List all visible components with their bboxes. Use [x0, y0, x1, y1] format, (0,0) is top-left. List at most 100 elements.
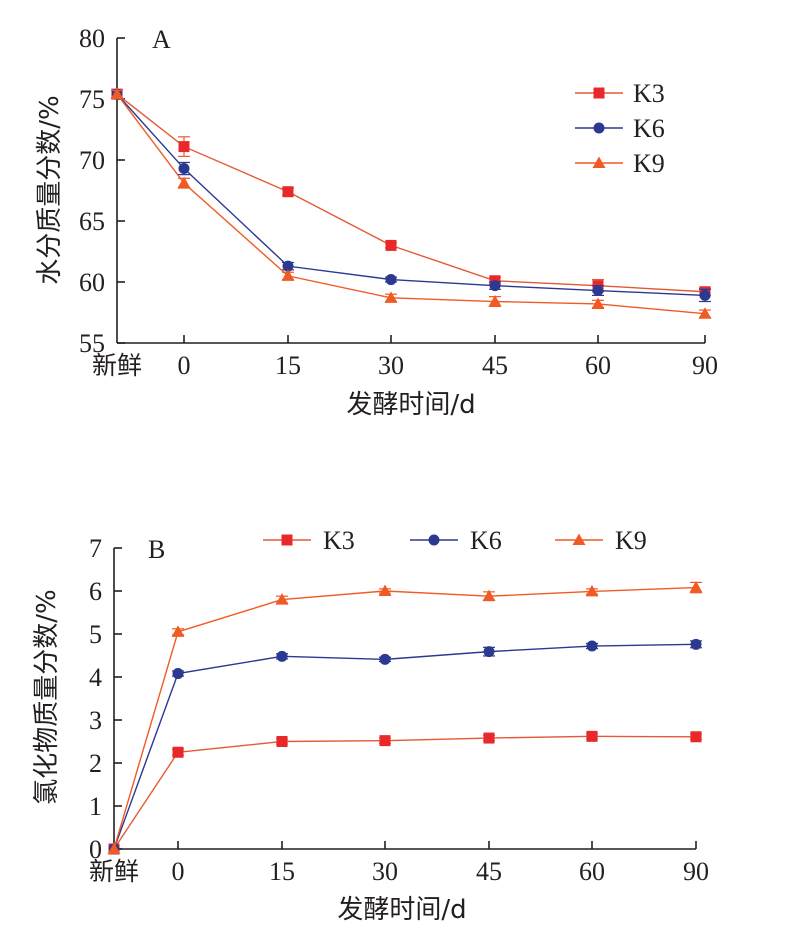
data-point [591, 297, 605, 309]
series-k6 [111, 88, 711, 303]
y-tick-label: 65 [79, 207, 105, 236]
data-point [483, 646, 495, 658]
y-tick-label: 80 [79, 24, 105, 53]
legend-item-k3: K3 [575, 79, 665, 108]
data-point [178, 141, 190, 153]
legend-item-k3: K3 [263, 526, 355, 555]
series-line [116, 93, 706, 293]
data-point [379, 735, 391, 747]
legend-marker [281, 534, 293, 546]
series-k9 [107, 581, 703, 854]
y-tick-label: 6 [89, 577, 102, 606]
series-line [113, 586, 697, 850]
x-tick-label: 0 [172, 857, 185, 886]
panel-a: 55 60 65 70 75 80 新鲜 0 15 30 45 60 90 发酵时间/d 水分质量分数/% A… [35, 24, 718, 420]
data-point [483, 732, 495, 744]
legend-label: K6 [633, 114, 665, 143]
data-point [282, 260, 294, 272]
data-point [586, 730, 598, 742]
panel-label: A [152, 25, 171, 54]
x-tick-label: 45 [482, 351, 508, 380]
data-point [107, 842, 121, 854]
legend-marker [593, 122, 605, 134]
data-point [489, 280, 501, 292]
data-point [585, 584, 599, 597]
x-tick-label: 新鲜 [89, 857, 139, 886]
x-tick-label: 60 [585, 351, 611, 380]
data-point [384, 291, 398, 303]
y-tick-label: 1 [89, 792, 102, 821]
legend-marker [572, 533, 586, 545]
y-tick-label: 60 [79, 268, 105, 297]
data-point [276, 650, 288, 662]
legend: K3 K6 K9 [575, 79, 665, 178]
x-tick-label: 90 [692, 351, 718, 380]
x-tick-label: 30 [378, 351, 404, 380]
legend-label: K9 [633, 149, 665, 178]
legend-item-k6: K6 [410, 526, 502, 555]
legend-marker [428, 534, 440, 546]
legend-item-k9: K9 [575, 149, 665, 178]
data-point [282, 186, 294, 198]
data-point [698, 307, 712, 319]
x-tick-label: 0 [178, 351, 191, 380]
series-line [113, 643, 697, 850]
data-point [171, 625, 185, 637]
y-tick-label: 0 [89, 835, 102, 864]
data-point [592, 285, 604, 297]
data-point [690, 731, 702, 743]
data-point [172, 668, 184, 680]
series-k3 [111, 88, 711, 298]
data-point [275, 593, 289, 605]
data-point [281, 269, 295, 281]
series-k6 [108, 638, 702, 855]
legend-item-k6: K6 [575, 114, 665, 143]
y-tick-label: 75 [79, 85, 105, 114]
legend-label: K6 [470, 526, 502, 555]
y-axis-title: 氯化物质量分数/% [32, 589, 62, 804]
data-point [699, 289, 711, 301]
y-tick-label: 4 [89, 663, 102, 692]
x-tick-label: 60 [579, 857, 605, 886]
data-point [172, 746, 184, 758]
x-tick-label: 30 [372, 857, 398, 886]
data-point [690, 638, 702, 650]
data-point [276, 736, 288, 747]
y-tick-label: 70 [79, 146, 105, 175]
series-k3 [108, 730, 702, 855]
data-point [110, 87, 124, 100]
data-point [482, 589, 496, 602]
x-tick-label: 90 [683, 857, 709, 886]
y-tick-label: 55 [79, 329, 105, 358]
x-tick-label: 15 [275, 351, 301, 380]
x-tick-label: 45 [476, 857, 502, 886]
y-tick-label: 7 [89, 534, 102, 563]
panel-label: B [148, 535, 165, 564]
series-k9 [110, 87, 712, 319]
legend-marker [593, 87, 605, 99]
data-point [385, 274, 397, 286]
y-tick-label: 3 [89, 706, 102, 735]
legend-marker [592, 156, 606, 168]
data-point [177, 176, 191, 189]
legend: K3 K6 K9 [263, 526, 647, 555]
data-point [488, 295, 502, 307]
data-point [378, 584, 392, 596]
data-point [586, 640, 598, 652]
y-tick-label: 2 [89, 749, 102, 778]
series-line [113, 735, 697, 850]
y-axis-title: 水分质量分数/% [35, 95, 65, 284]
legend-label: K9 [615, 526, 647, 555]
y-tick-label: 5 [89, 620, 102, 649]
x-tick-label: 15 [269, 857, 295, 886]
data-point [385, 239, 397, 251]
data-point [178, 163, 190, 175]
data-point [689, 581, 703, 593]
legend-label: K3 [323, 526, 355, 555]
legend-item-k9: K9 [555, 526, 647, 555]
series-line [116, 93, 706, 297]
legend-label: K3 [633, 79, 665, 108]
x-axis-title: 发酵时间/d [337, 895, 466, 925]
